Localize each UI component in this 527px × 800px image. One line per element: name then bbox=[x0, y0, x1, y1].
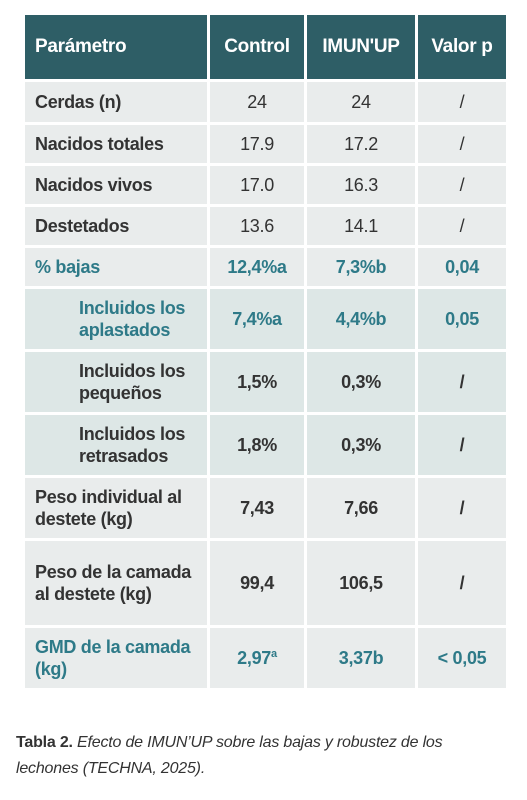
row-label: % bajas bbox=[25, 248, 207, 286]
control-value-number: 2,97 bbox=[237, 648, 271, 668]
imunup-value: 7,3%b bbox=[307, 248, 415, 286]
p-value: / bbox=[418, 415, 506, 475]
row-label: Incluidos los retrasados bbox=[25, 415, 207, 475]
caption-label: Tabla 2. bbox=[16, 734, 73, 751]
caption-text: Efecto de IMUN’UP sobre las bajas y robu… bbox=[16, 734, 443, 777]
control-value: 1,5% bbox=[210, 352, 304, 412]
table-row: Peso individual al destete (kg) 7,43 7,6… bbox=[25, 478, 506, 538]
control-value: 17.9 bbox=[210, 125, 304, 163]
p-value: / bbox=[418, 352, 506, 412]
p-value: / bbox=[418, 125, 506, 163]
row-label: Nacidos vivos bbox=[25, 166, 207, 204]
row-label: Destetados bbox=[25, 207, 207, 245]
table-row-highlight: Incluidos los aplastados 7,4%a 4,4%b 0,0… bbox=[25, 289, 506, 349]
control-value: 7,4%a bbox=[210, 289, 304, 349]
header-valor-p: Valor p bbox=[418, 15, 506, 79]
superscript-a: a bbox=[271, 648, 277, 660]
p-value: 0,04 bbox=[418, 248, 506, 286]
table-row-highlight: % bajas 12,4%a 7,3%b 0,04 bbox=[25, 248, 506, 286]
control-value: 17.0 bbox=[210, 166, 304, 204]
table-row: Nacidos vivos 17.0 16.3 / bbox=[25, 166, 506, 204]
control-value: 12,4%a bbox=[210, 248, 304, 286]
imunup-value: 16.3 bbox=[307, 166, 415, 204]
row-label: Nacidos totales bbox=[25, 125, 207, 163]
row-label: Incluidos los aplastados bbox=[25, 289, 207, 349]
table-header-row: Parámetro Control IMUN'UP Valor p bbox=[25, 15, 506, 79]
table-caption: Tabla 2. Efecto de IMUN’UP sobre las baj… bbox=[16, 730, 446, 782]
row-label: Incluidos los pequeños bbox=[25, 352, 207, 412]
control-value: 24 bbox=[210, 82, 304, 122]
header-control: Control bbox=[210, 15, 304, 79]
table-row: Peso de la camada al destete (kg) 99,4 1… bbox=[25, 541, 506, 625]
header-parametro: Parámetro bbox=[25, 15, 207, 79]
table-row: Nacidos totales 17.9 17.2 / bbox=[25, 125, 506, 163]
row-label: Cerdas (n) bbox=[25, 82, 207, 122]
results-table-container: Parámetro Control IMUN'UP Valor p Cerdas… bbox=[22, 12, 506, 691]
imunup-value: 3,37b bbox=[307, 628, 415, 688]
header-imunup: IMUN'UP bbox=[307, 15, 415, 79]
p-value: 0,05 bbox=[418, 289, 506, 349]
p-value: / bbox=[418, 82, 506, 122]
control-value: 1,8% bbox=[210, 415, 304, 475]
control-value: 13.6 bbox=[210, 207, 304, 245]
row-label: GMD de la camada (kg) bbox=[25, 628, 207, 688]
p-value: / bbox=[418, 207, 506, 245]
control-value: 2,97a bbox=[210, 628, 304, 688]
imunup-value: 17.2 bbox=[307, 125, 415, 163]
imunup-value: 0,3% bbox=[307, 415, 415, 475]
control-value: 7,43 bbox=[210, 478, 304, 538]
table-row-highlight: GMD de la camada (kg) 2,97a 3,37b < 0,05 bbox=[25, 628, 506, 688]
p-value: / bbox=[418, 478, 506, 538]
p-value: / bbox=[418, 541, 506, 625]
imunup-value: 14.1 bbox=[307, 207, 415, 245]
table-row: Destetados 13.6 14.1 / bbox=[25, 207, 506, 245]
control-value: 99,4 bbox=[210, 541, 304, 625]
table-row: Incluidos los pequeños 1,5% 0,3% / bbox=[25, 352, 506, 412]
results-table: Parámetro Control IMUN'UP Valor p Cerdas… bbox=[22, 12, 509, 691]
imunup-value: 0,3% bbox=[307, 352, 415, 412]
row-label: Peso individual al destete (kg) bbox=[25, 478, 207, 538]
table-row: Incluidos los retrasados 1,8% 0,3% / bbox=[25, 415, 506, 475]
p-value: / bbox=[418, 166, 506, 204]
table-row: Cerdas (n) 24 24 / bbox=[25, 82, 506, 122]
imunup-value: 4,4%b bbox=[307, 289, 415, 349]
imunup-value: 106,5 bbox=[307, 541, 415, 625]
row-label: Peso de la camada al destete (kg) bbox=[25, 541, 207, 625]
p-value: < 0,05 bbox=[418, 628, 506, 688]
imunup-value: 24 bbox=[307, 82, 415, 122]
imunup-value: 7,66 bbox=[307, 478, 415, 538]
